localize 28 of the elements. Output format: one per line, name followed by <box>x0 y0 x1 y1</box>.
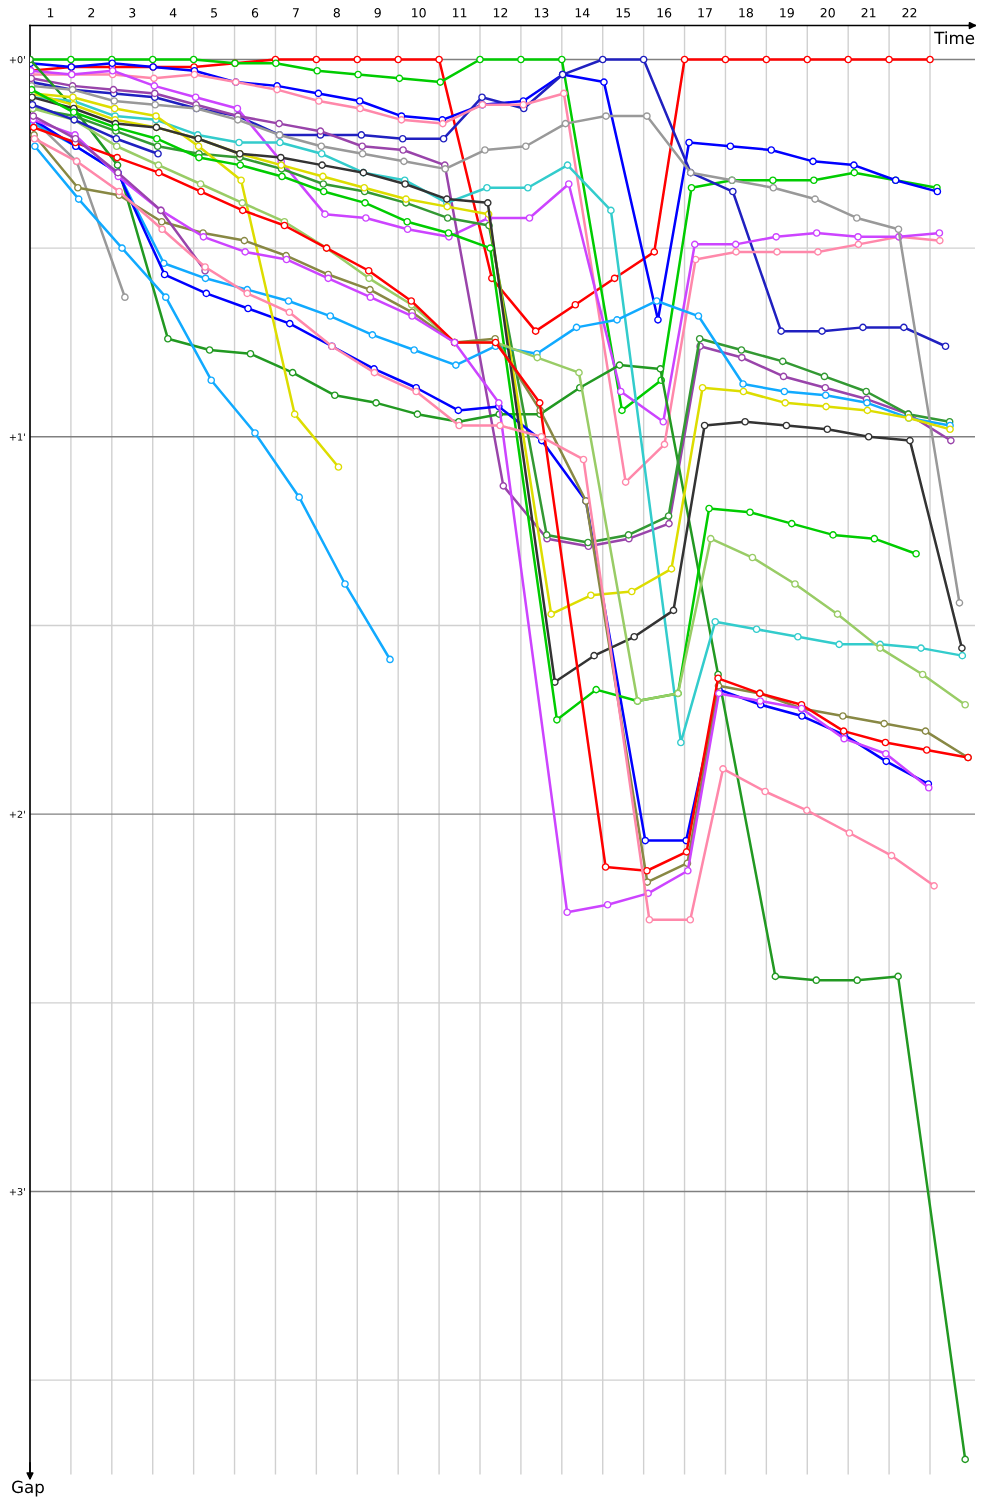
x-tick-label: 22 <box>902 8 917 18</box>
y-tick-label: +2' <box>9 810 25 818</box>
x-tick-label: 20 <box>820 8 835 18</box>
x-tick-label: 8 <box>333 8 340 18</box>
y-tick-label: +1' <box>9 433 25 441</box>
x-tick-label: 10 <box>412 8 426 18</box>
x-tick-label: 12 <box>493 8 508 18</box>
x-tick-label: 7 <box>292 8 299 18</box>
x-tick-label: 21 <box>861 8 876 18</box>
x-tick-label: 16 <box>657 8 672 18</box>
x-tick-label: 4 <box>169 8 177 18</box>
x-tick-label: 18 <box>739 8 754 18</box>
x-tick-label: 19 <box>780 8 794 18</box>
x-tick-label: 14 <box>575 8 590 18</box>
x-tick-label: 9 <box>374 8 381 18</box>
y-tick-label: +3' <box>9 1187 25 1196</box>
x-tick-label: 15 <box>616 8 631 18</box>
x-tick-label: 2 <box>88 8 95 18</box>
x-axis-title: Time <box>934 31 975 45</box>
x-tick-label: 6 <box>251 8 259 18</box>
x-tick-label: 13 <box>534 8 549 18</box>
x-tick-label: 5 <box>211 8 217 18</box>
x-tick-label: 11 <box>452 8 467 18</box>
y-tick-label: +0' <box>9 55 25 64</box>
x-tick-label: 3 <box>129 8 136 18</box>
y-axis-title: Gap <box>12 1480 44 1497</box>
x-tick-label: 17 <box>698 8 712 18</box>
x-tick-label: 1 <box>47 8 54 18</box>
